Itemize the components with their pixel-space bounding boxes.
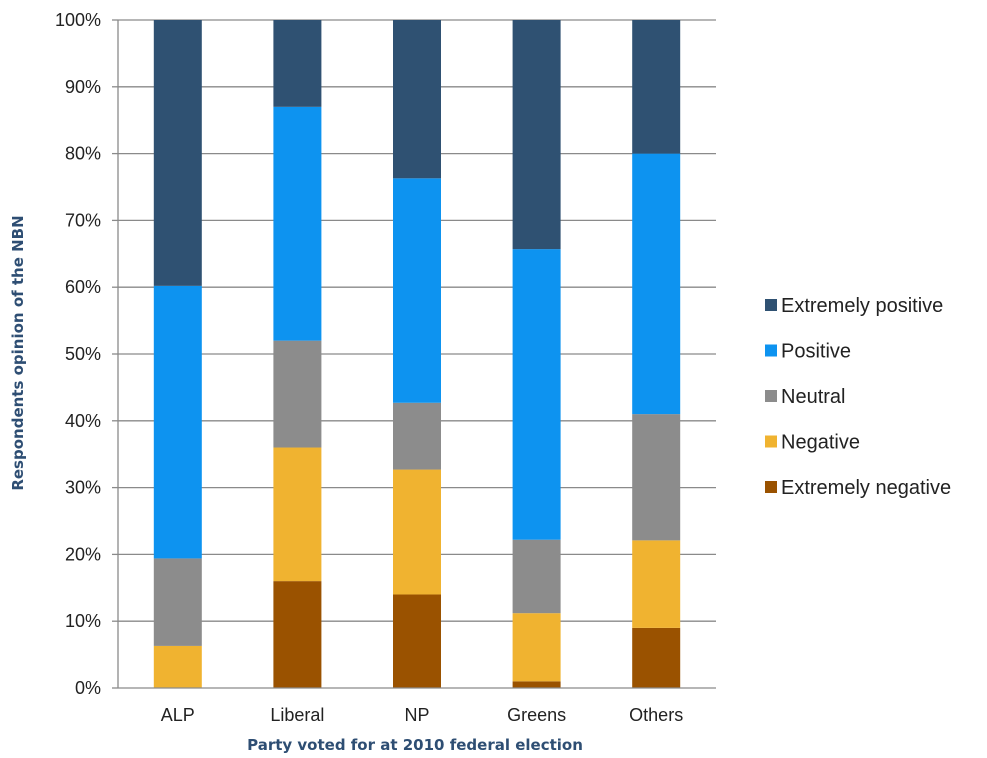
bar-segment <box>273 447 322 582</box>
legend-swatch <box>765 390 777 402</box>
bar-segment <box>273 20 322 107</box>
y-tick-label: 70% <box>65 210 101 230</box>
legend-label: Positive <box>781 341 851 363</box>
legend: Extremely positive Positive Neutral Negativ… <box>765 295 951 499</box>
bar-segment <box>632 540 681 628</box>
legend-label: Neutral <box>781 386 845 408</box>
y-tick-label: 100% <box>55 10 101 30</box>
legend-label: Negative <box>781 432 860 454</box>
bar-segment <box>512 20 561 250</box>
x-tick-label: NP <box>404 705 429 725</box>
x-tick-label: ALP <box>161 705 195 725</box>
bar-segment <box>632 20 681 154</box>
legend-swatch <box>765 435 777 448</box>
x-tick-labels: ALP Liberal NP Greens Others <box>161 705 683 725</box>
y-tick-label: 10% <box>65 611 101 631</box>
legend-swatch <box>765 481 777 493</box>
bar-segment <box>632 627 681 688</box>
y-tick-label: 20% <box>65 544 101 564</box>
y-tick-label: 90% <box>65 77 101 97</box>
bar-segment <box>393 20 441 179</box>
bar-segment <box>632 414 681 541</box>
bar-segment <box>153 558 202 646</box>
legend-swatch <box>765 299 777 311</box>
bar-segment <box>632 153 681 415</box>
bar-segment <box>393 178 441 403</box>
bar-segment <box>273 106 322 341</box>
y-tick-label: 40% <box>65 411 101 431</box>
y-tick-label: 0% <box>75 678 101 698</box>
legend-swatch <box>765 344 777 357</box>
bar-segment <box>512 249 561 540</box>
x-tick-label: Others <box>629 705 683 725</box>
bar-segment <box>273 581 322 688</box>
bar-segment <box>153 285 202 559</box>
bars <box>153 20 681 688</box>
legend-label: Extremely positive <box>781 295 943 317</box>
bar-segment <box>273 340 322 448</box>
x-tick-label: Liberal <box>270 705 324 725</box>
bar-segment <box>393 469 441 595</box>
bar-segment <box>512 681 561 688</box>
axes <box>112 19 716 689</box>
x-axis-title: Party voted for at 2010 federal election <box>247 736 583 754</box>
y-axis-title: Respondents opinion of the NBN <box>9 215 27 490</box>
y-tick-label: 60% <box>65 277 101 297</box>
y-tick-labels: 0% 10% 20% 30% 40% 50% 60% 70% 80% 90% 100% <box>55 10 101 698</box>
bar-segment <box>153 645 202 688</box>
bar-segment <box>153 20 202 286</box>
bar-segment <box>393 594 441 688</box>
y-tick-label: 50% <box>65 344 101 364</box>
y-tick-label: 30% <box>65 478 101 498</box>
bar-segment <box>512 539 561 614</box>
bar-segment <box>393 402 441 470</box>
y-tick-label: 80% <box>65 144 101 164</box>
legend-label: Extremely negative <box>781 477 951 499</box>
x-tick-label: Greens <box>507 705 566 725</box>
bar-segment <box>512 613 561 682</box>
